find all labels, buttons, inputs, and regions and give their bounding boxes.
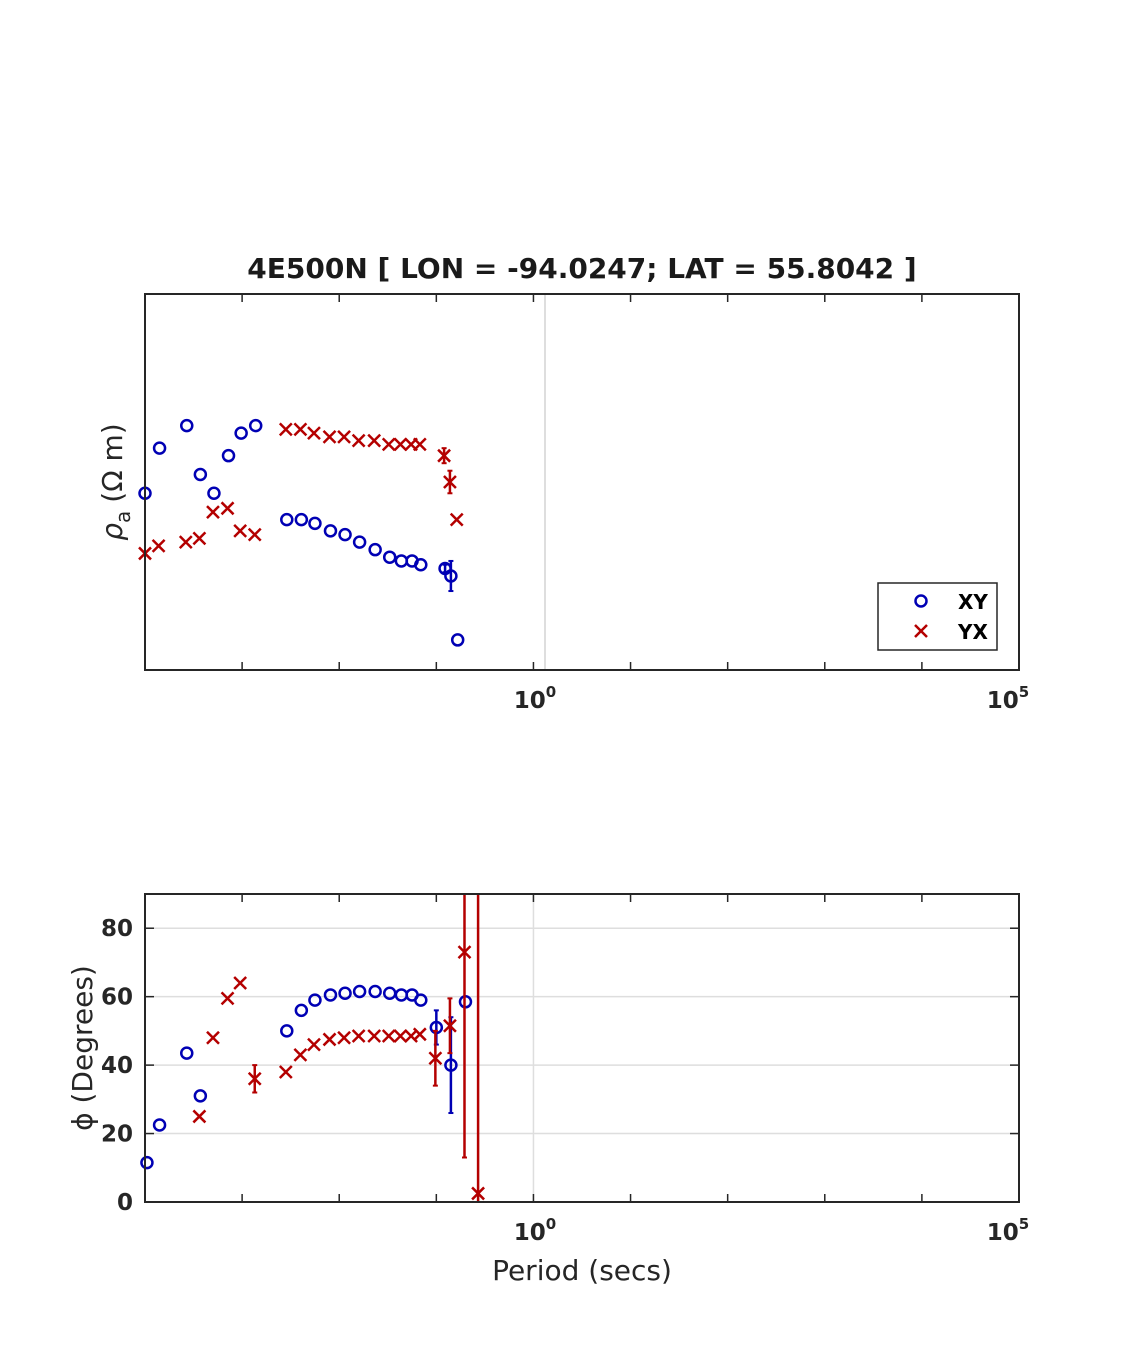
phase-xy-point [414, 993, 428, 1007]
resistivity-axes-box [144, 293, 1020, 671]
phase-yx-point [307, 1037, 321, 1052]
legend-xy-marker [914, 594, 928, 608]
resistivity-yx-point [247, 527, 262, 542]
resistivity-xy-point [308, 516, 322, 531]
phase-yx-point [412, 1027, 427, 1042]
resistivity-xy-point [294, 512, 309, 527]
resistivity-xy-point [338, 527, 352, 542]
resistivity-yx-point [307, 426, 321, 441]
chart-title: 4E500N [ LON = -94.0247; LAT = 55.8042 ] [247, 252, 916, 285]
resistivity-xy-point [444, 569, 458, 583]
phase-yx-point [428, 1051, 443, 1066]
phase-axes-box [144, 893, 1020, 1203]
legend-yx-label: YX [957, 620, 988, 644]
phase-grid [145, 894, 1019, 1202]
resistivity-x-tick-label-1: 100 [514, 683, 556, 714]
resistivity-yx-point [393, 437, 408, 452]
phase-xy-point [323, 988, 338, 1002]
phase-panel: 0 20 40 60 80 100 105 ϕ (Degrees) Period (se… [66, 893, 1029, 1287]
phase-xy-point [444, 1058, 458, 1072]
resistivity-xy-point [450, 633, 465, 647]
resistivity-yx-point [151, 539, 166, 553]
legend-yx-marker [914, 624, 928, 638]
resistivity-yx-point [293, 422, 308, 437]
phase-yx-point [293, 1047, 308, 1062]
phase-y-tick-label: 0 [117, 1190, 133, 1216]
phase-yx-point [337, 1030, 351, 1045]
phase-yx-point [192, 1109, 207, 1124]
phase-xy-point [338, 986, 352, 1000]
phase-yx-point [247, 1071, 262, 1086]
resistivity-xy-point [352, 535, 367, 549]
phase-xy-point [308, 993, 322, 1007]
resistivity-xy-point [234, 426, 248, 440]
resistivity-xy-point [323, 524, 338, 538]
phase-yx-point [351, 1029, 366, 1043]
phase-x-axis-label: Period (secs) [492, 1254, 672, 1287]
phase-y-tick-labels: 0 20 40 60 80 [101, 916, 133, 1216]
resistivity-xy-point [152, 441, 167, 455]
resistivity-xy-point [382, 550, 397, 564]
phase-xy-point [294, 1003, 309, 1018]
legend-box [877, 582, 998, 651]
legend-xy-label: XY [958, 590, 988, 614]
resistivity-xy-point [207, 486, 221, 501]
phase-x-tick-label-1: 100 [514, 1215, 556, 1246]
phase-xy-point [140, 1155, 154, 1170]
phase-yx-point [233, 976, 248, 990]
phase-yx-point [471, 1186, 485, 1201]
phase-yx-point [443, 1018, 457, 1033]
resistivity-yx-point [278, 422, 293, 437]
phase-xy-point [368, 984, 382, 999]
phase-y-tick-label: 80 [101, 916, 133, 942]
resistivity-xy-point [280, 512, 294, 527]
phase-xy-point [193, 1089, 208, 1103]
resistivity-yx-point [220, 501, 235, 516]
phase-xy-point [152, 1118, 167, 1132]
resistivity-yx-point [233, 523, 248, 538]
resistivity-xy-point [248, 418, 263, 433]
resistivity-panel: 4E500N [ LON = -94.0247; LAT = 55.8042 ]… [96, 252, 1029, 714]
phase-series [140, 893, 485, 1203]
phase-xy-point [280, 1024, 294, 1038]
resistivity-xy-point [180, 418, 194, 433]
resistivity-yx-point [443, 475, 457, 489]
resistivity-series [138, 418, 465, 647]
resistivity-yx-point [437, 448, 451, 463]
phase-xy-point [352, 984, 367, 999]
phase-yx-point [278, 1065, 293, 1079]
resistivity-yx-point [337, 429, 351, 444]
resistivity-yx-point [206, 505, 220, 519]
resistivity-x-tick-label-2: 105 [987, 683, 1029, 714]
resistivity-yx-point [367, 433, 382, 448]
phase-yx-point [367, 1029, 382, 1043]
resistivity-xy-point [221, 448, 236, 463]
resistivity-yx-point [322, 429, 337, 444]
phase-y-tick-label: 60 [101, 985, 133, 1011]
resistivity-yx-point [381, 437, 396, 452]
resistivity-xy-point [193, 467, 208, 482]
resistivity-y-axis-label: ρa(Ω m) [96, 423, 135, 540]
resistivity-xy-point [368, 542, 382, 557]
resistivity-xy-point [414, 557, 428, 572]
phase-x-tick-label-2: 105 [987, 1215, 1029, 1246]
resistivity-yx-point [449, 512, 464, 527]
resistivity-yx-point [412, 437, 427, 452]
phase-yx-point [220, 991, 235, 1006]
resistivity-yx-point [178, 535, 193, 550]
phase-yx-point [322, 1032, 337, 1047]
phase-yx-point [457, 945, 472, 960]
phase-yx-point [381, 1029, 396, 1043]
phase-xy-point [180, 1046, 194, 1060]
phase-y-tick-label: 40 [101, 1053, 133, 1079]
legend: XY YX [877, 582, 998, 651]
phase-y-axis-label: ϕ (Degrees) [66, 965, 99, 1131]
resistivity-yx-point [351, 433, 366, 448]
resistivity-yx-point [192, 531, 207, 546]
phase-yx-point [393, 1029, 408, 1043]
phase-yx-point [206, 1030, 220, 1045]
phase-y-tick-label: 20 [101, 1122, 133, 1148]
